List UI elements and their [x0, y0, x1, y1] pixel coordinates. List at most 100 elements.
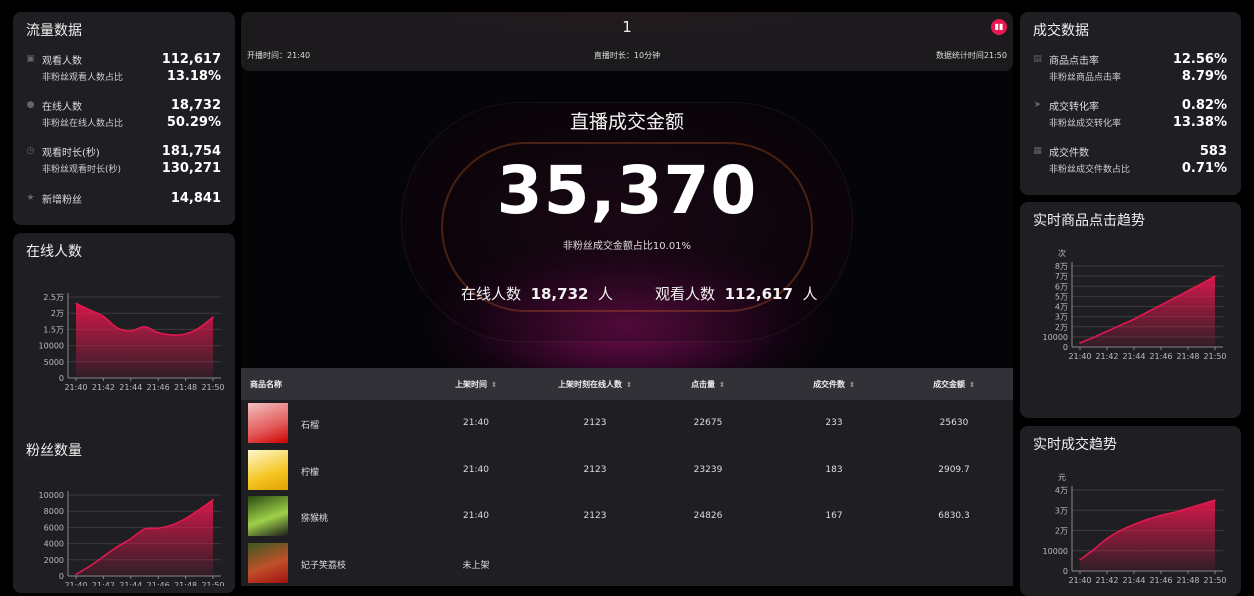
stat-label: 成交转化率	[1049, 102, 1099, 113]
data-point	[1173, 297, 1176, 299]
data-point	[1146, 518, 1149, 521]
col-label: 成交金额	[933, 380, 966, 389]
stat-sub-value: 130,271	[161, 161, 221, 176]
table-row[interactable]: 柠檬 21:40 2123 23239 183 2909.7	[241, 447, 1013, 493]
x-tick-label: 21:50	[1203, 352, 1226, 361]
data-point	[157, 527, 159, 530]
fans-chart-title: 粉丝数量	[26, 443, 82, 459]
sort-icon[interactable]: ⇕	[969, 381, 975, 389]
table-row[interactable]: 妃子笑荔枝 未上架	[241, 540, 1013, 586]
stat-label: 观看时长(秒)	[42, 148, 100, 159]
x-tick-label: 21:40	[64, 383, 87, 392]
table-row[interactable]: 石榴 21:40 2123 22675 233 25630	[241, 400, 1013, 446]
data-point	[171, 334, 173, 336]
col-clicks[interactable]: 点击量 ⇕	[691, 379, 725, 390]
x-tick-label: 21:50	[201, 383, 224, 392]
stat-deal-count: ▦ 成交件数 583 非粉丝成交件数占比 0.71%	[1033, 144, 1227, 176]
y-tick-label: 0	[59, 572, 64, 581]
stat-sub-label: 非粉丝成交件数占比	[1049, 165, 1131, 175]
product-thumbnail[interactable]	[248, 403, 288, 443]
online-value: 18,732	[530, 285, 589, 303]
table-header: 商品名称 上架时间 ⇕ 上架时刻在线人数 ⇕ 点击量 ⇕ 成交件数 ⇕ 成交金额 ⇕	[241, 368, 1013, 400]
start-time: 开播时间：21:40	[247, 51, 311, 60]
cell-amount: 6830.3	[938, 511, 970, 521]
hero-non-fan-ratio: 非粉丝成交金额占比10.01%	[562, 241, 692, 252]
sort-icon[interactable]: ⇕	[491, 381, 497, 389]
data-point	[130, 330, 132, 332]
stat-online: ● 在线人数 18,732 非粉丝在线人数占比 50.29%	[26, 98, 221, 130]
data-point	[184, 517, 187, 520]
data-point	[198, 326, 201, 329]
data-point	[88, 309, 91, 311]
product-thumbnail[interactable]	[248, 449, 288, 490]
x-tick-label: 21:50	[201, 581, 224, 586]
y-tick-label: 10000	[1043, 333, 1068, 342]
cell-clicks: 23239	[693, 464, 723, 475]
view-unit: 人	[802, 285, 818, 303]
x-tick-label: 21:44	[1122, 352, 1145, 361]
col-online[interactable]: 上架时刻在线人数 ⇕	[558, 379, 632, 390]
cell-amount: 2909.7	[938, 464, 970, 475]
stat-click-rate: ▤ 商品点击率 12.56% 非粉丝商品点击率 8.79%	[1033, 52, 1227, 84]
hero-online: 在线人数 18,732 人	[461, 283, 613, 304]
x-tick-label: 21:42	[1095, 576, 1118, 585]
clicks-trend-panel: 实时商品点击趋势 0 10000 2万 3万 4万 5万 6万 7万 8万 次 21:40 21:42…	[1020, 202, 1241, 418]
col-count[interactable]: 成交件数 ⇕	[813, 379, 855, 390]
data-point	[212, 316, 214, 318]
data-point	[102, 315, 105, 318]
y-tick-label: 10000	[1043, 547, 1068, 556]
sort-icon[interactable]: ⇕	[626, 381, 632, 389]
product-thumbnail[interactable]	[248, 496, 288, 536]
data-point	[1160, 514, 1162, 517]
data-point	[1106, 537, 1108, 540]
send-icon: ➤	[1033, 100, 1042, 110]
live-title: 1	[622, 18, 632, 36]
online-label: 在线人数	[461, 285, 522, 303]
stat-label: 观看人数	[42, 56, 82, 67]
data-point	[116, 546, 118, 548]
hero-area: 1 ▮▮ 开播时间：21:40 直播时长：10分钟 数据统计时间21:50 直播…	[241, 12, 1013, 368]
data-point	[143, 528, 146, 530]
y-tick-label: 10000	[39, 491, 64, 500]
stats-chart-icon[interactable]: ▮▮	[991, 19, 1007, 35]
stat-value: 18,732	[170, 98, 221, 113]
sort-icon[interactable]: ⇕	[849, 381, 855, 389]
product-thumbnail[interactable]	[248, 542, 288, 583]
series-area	[1080, 276, 1215, 347]
table-row[interactable]: 猕猴桃 21:40 2123 24826 167 6830.3	[241, 493, 1013, 539]
sort-icon[interactable]: ⇕	[719, 381, 725, 389]
x-tick-label: 21:48	[1176, 576, 1199, 585]
cell-amount: 25630	[939, 418, 969, 428]
stat-value: 14,841	[170, 191, 221, 206]
col-time[interactable]: 上架时间 ⇕	[455, 379, 497, 390]
x-tick-label: 21:40	[64, 581, 87, 586]
y-tick-label: 6万	[1055, 282, 1068, 291]
data-point	[1146, 311, 1149, 313]
x-tick-label: 21:46	[147, 581, 170, 586]
cell-count: 183	[825, 464, 843, 475]
stat-sub-value: 0.71%	[1181, 161, 1227, 176]
data-point	[1092, 336, 1095, 339]
y-tick-label: 0	[59, 374, 64, 383]
data-point	[1187, 507, 1189, 510]
stat-value: 583	[1199, 144, 1227, 159]
data-point	[102, 555, 105, 558]
data-point	[1214, 275, 1216, 277]
decorative-ring-inner	[441, 142, 813, 312]
data-point	[1106, 330, 1108, 333]
data-point	[157, 331, 159, 334]
data-point	[1133, 523, 1135, 526]
online-chart-title: 在线人数	[26, 244, 82, 260]
data-point	[130, 537, 132, 540]
fans-chart: 0 2000 4000 6000 8000 10000 21:40 21:42 21:44 21:…	[39, 491, 225, 586]
y-axis-unit: 元	[1058, 473, 1066, 482]
x-tick-label: 21:44	[119, 383, 142, 392]
clicks-chart-title: 实时商品点击趋势	[1033, 213, 1145, 229]
data-point	[212, 499, 214, 501]
cell-clicks: 24826	[693, 511, 723, 521]
data-point	[171, 524, 173, 526]
stat-sub-label: 非粉丝观看人数占比	[42, 73, 124, 83]
x-tick-label: 21:44	[119, 581, 142, 586]
col-amount[interactable]: 成交金额 ⇕	[933, 379, 975, 390]
